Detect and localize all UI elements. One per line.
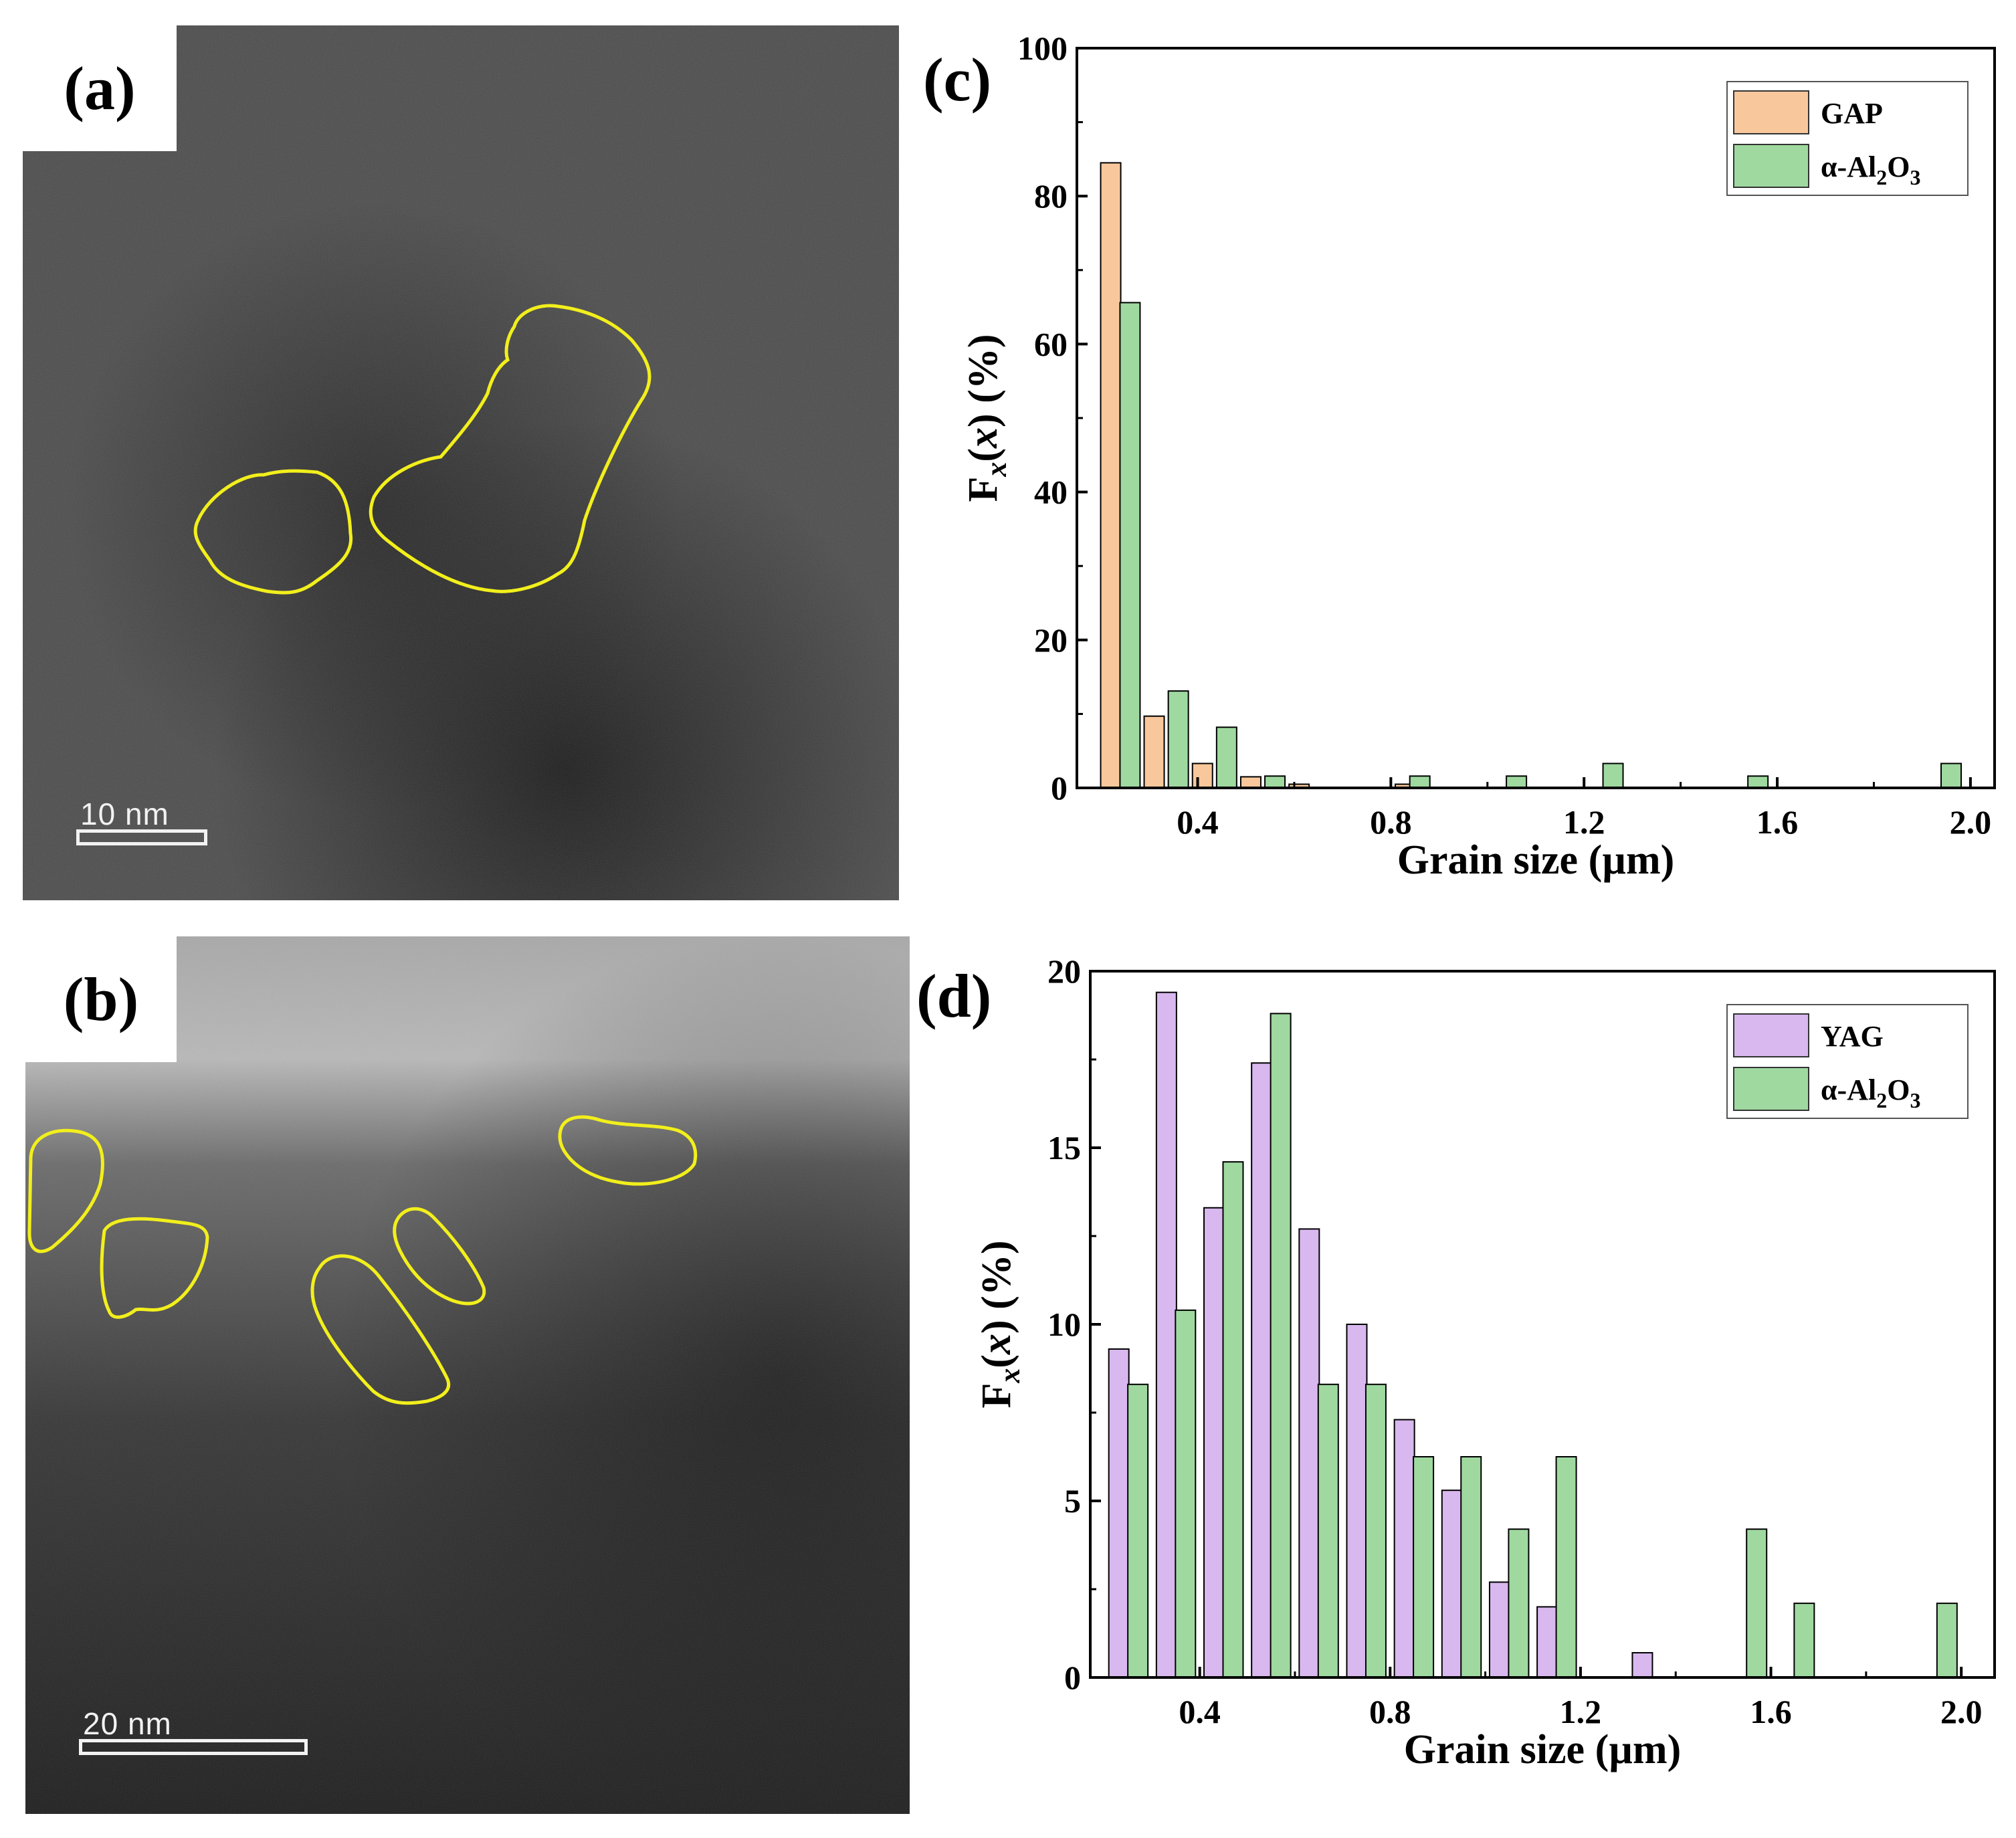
bar bbox=[1747, 775, 1769, 789]
bar bbox=[1936, 1603, 1958, 1679]
x-axis-label: Grain size (µm) bbox=[1404, 1727, 1682, 1772]
bar bbox=[1100, 162, 1122, 789]
bar bbox=[1203, 1207, 1225, 1678]
legend-label: GAP bbox=[1821, 97, 1883, 130]
bar bbox=[1602, 762, 1624, 789]
scalebar-label-b: 20 nm bbox=[83, 1706, 172, 1741]
y-tick-label: 15 bbox=[1047, 1129, 1081, 1166]
x-tick-label: 0.4 bbox=[1177, 803, 1219, 841]
tem-image-b-canvas bbox=[25, 936, 910, 1814]
x-tick-label: 2.0 bbox=[1950, 803, 1992, 841]
bar bbox=[1393, 1419, 1415, 1679]
bar bbox=[1191, 762, 1213, 789]
tem-image-b bbox=[25, 936, 910, 1814]
bar bbox=[1298, 1228, 1320, 1678]
tem-image-a bbox=[23, 25, 899, 900]
legend-swatch bbox=[1733, 144, 1809, 188]
y-tick-label: 100 bbox=[1017, 29, 1068, 67]
grain-outline bbox=[310, 1254, 451, 1405]
bar bbox=[1555, 1456, 1577, 1678]
bar bbox=[1506, 775, 1528, 789]
bar bbox=[1631, 1652, 1653, 1679]
grain-outline bbox=[393, 1207, 486, 1306]
panel-label: (d) bbox=[916, 962, 991, 1030]
bar bbox=[1441, 1490, 1463, 1678]
bar bbox=[1488, 1581, 1510, 1678]
x-axis-label: Grain size (µm) bbox=[1397, 837, 1675, 883]
bar bbox=[1143, 715, 1165, 789]
x-tick-label: 0.4 bbox=[1179, 1693, 1221, 1730]
y-tick-label: 5 bbox=[1064, 1482, 1081, 1520]
bar bbox=[1793, 1603, 1815, 1679]
bar bbox=[1264, 775, 1286, 789]
bar bbox=[1409, 775, 1431, 789]
grain-outline bbox=[27, 1128, 104, 1253]
bar bbox=[1239, 776, 1262, 789]
legend-label: YAG bbox=[1821, 1020, 1884, 1053]
bar bbox=[1175, 1309, 1197, 1678]
bar bbox=[1508, 1528, 1530, 1678]
y-axis-label: Fx(x) (%) bbox=[961, 334, 1013, 502]
bar bbox=[1460, 1456, 1482, 1678]
bar bbox=[1536, 1606, 1558, 1678]
legend-swatch bbox=[1733, 90, 1809, 134]
chart-c: (c) 0.4 0.8 1.2 1.6 2.0 0 20 40 60 80 100 Grain size… bbox=[923, 29, 1996, 883]
y-tick-label: 20 bbox=[1047, 952, 1081, 990]
bar bbox=[1119, 302, 1141, 789]
bar bbox=[1746, 1528, 1768, 1678]
panel-label: (c) bbox=[923, 45, 991, 114]
panel-label-b: (b) bbox=[25, 936, 177, 1062]
grain-outline bbox=[100, 1217, 209, 1319]
bar bbox=[1270, 1013, 1292, 1678]
x-tick-label: 1.2 bbox=[1560, 1693, 1602, 1730]
y-axis-label: Fx(x) (%) bbox=[974, 1241, 1026, 1409]
bar bbox=[1127, 1383, 1149, 1678]
legend-label: α-Al2O3 bbox=[1821, 150, 1920, 189]
y-tick-label: 10 bbox=[1047, 1306, 1081, 1343]
bar bbox=[1317, 1383, 1339, 1678]
bar bbox=[1167, 690, 1189, 789]
grain-outline bbox=[193, 469, 353, 595]
panel-label-a: (a) bbox=[23, 25, 177, 151]
x-tick-label: 1.2 bbox=[1563, 803, 1605, 841]
legend-label: α-Al2O3 bbox=[1821, 1074, 1920, 1112]
y-tick-label: 20 bbox=[1034, 621, 1068, 659]
x-tick-label: 1.6 bbox=[1756, 803, 1799, 841]
legend-swatch bbox=[1733, 1013, 1809, 1057]
bar bbox=[1413, 1456, 1435, 1678]
y-tick-label: 0 bbox=[1064, 1659, 1081, 1696]
x-tick-label: 0.8 bbox=[1370, 803, 1412, 841]
chart-d: (d) 0.4 0.8 1.2 1.6 2.0 0 5 10 15 20 Grain size (µm… bbox=[916, 952, 1996, 1772]
grain-outline bbox=[558, 1115, 698, 1186]
bar bbox=[1940, 762, 1962, 789]
scalebar-b bbox=[79, 1739, 308, 1755]
bar bbox=[1251, 1062, 1273, 1678]
y-tick-label: 40 bbox=[1034, 474, 1068, 511]
y-tick-label: 0 bbox=[1051, 769, 1068, 807]
bar bbox=[1222, 1161, 1244, 1678]
bar bbox=[1365, 1383, 1387, 1678]
scalebar-label-a: 10 nm bbox=[80, 797, 169, 831]
x-tick-label: 0.8 bbox=[1369, 1693, 1411, 1730]
bar bbox=[1346, 1324, 1368, 1678]
y-tick-label: 60 bbox=[1034, 325, 1068, 363]
bar bbox=[1215, 726, 1237, 789]
y-tick-label: 80 bbox=[1034, 177, 1068, 215]
x-tick-label: 1.6 bbox=[1750, 1693, 1792, 1730]
x-tick-label: 2.0 bbox=[1940, 1693, 1983, 1730]
scalebar-a bbox=[76, 829, 207, 845]
grain-outline bbox=[369, 304, 651, 593]
legend-swatch bbox=[1733, 1067, 1809, 1111]
tem-image-a-canvas bbox=[23, 25, 899, 900]
bar bbox=[1108, 1348, 1130, 1678]
bar bbox=[1155, 991, 1177, 1678]
